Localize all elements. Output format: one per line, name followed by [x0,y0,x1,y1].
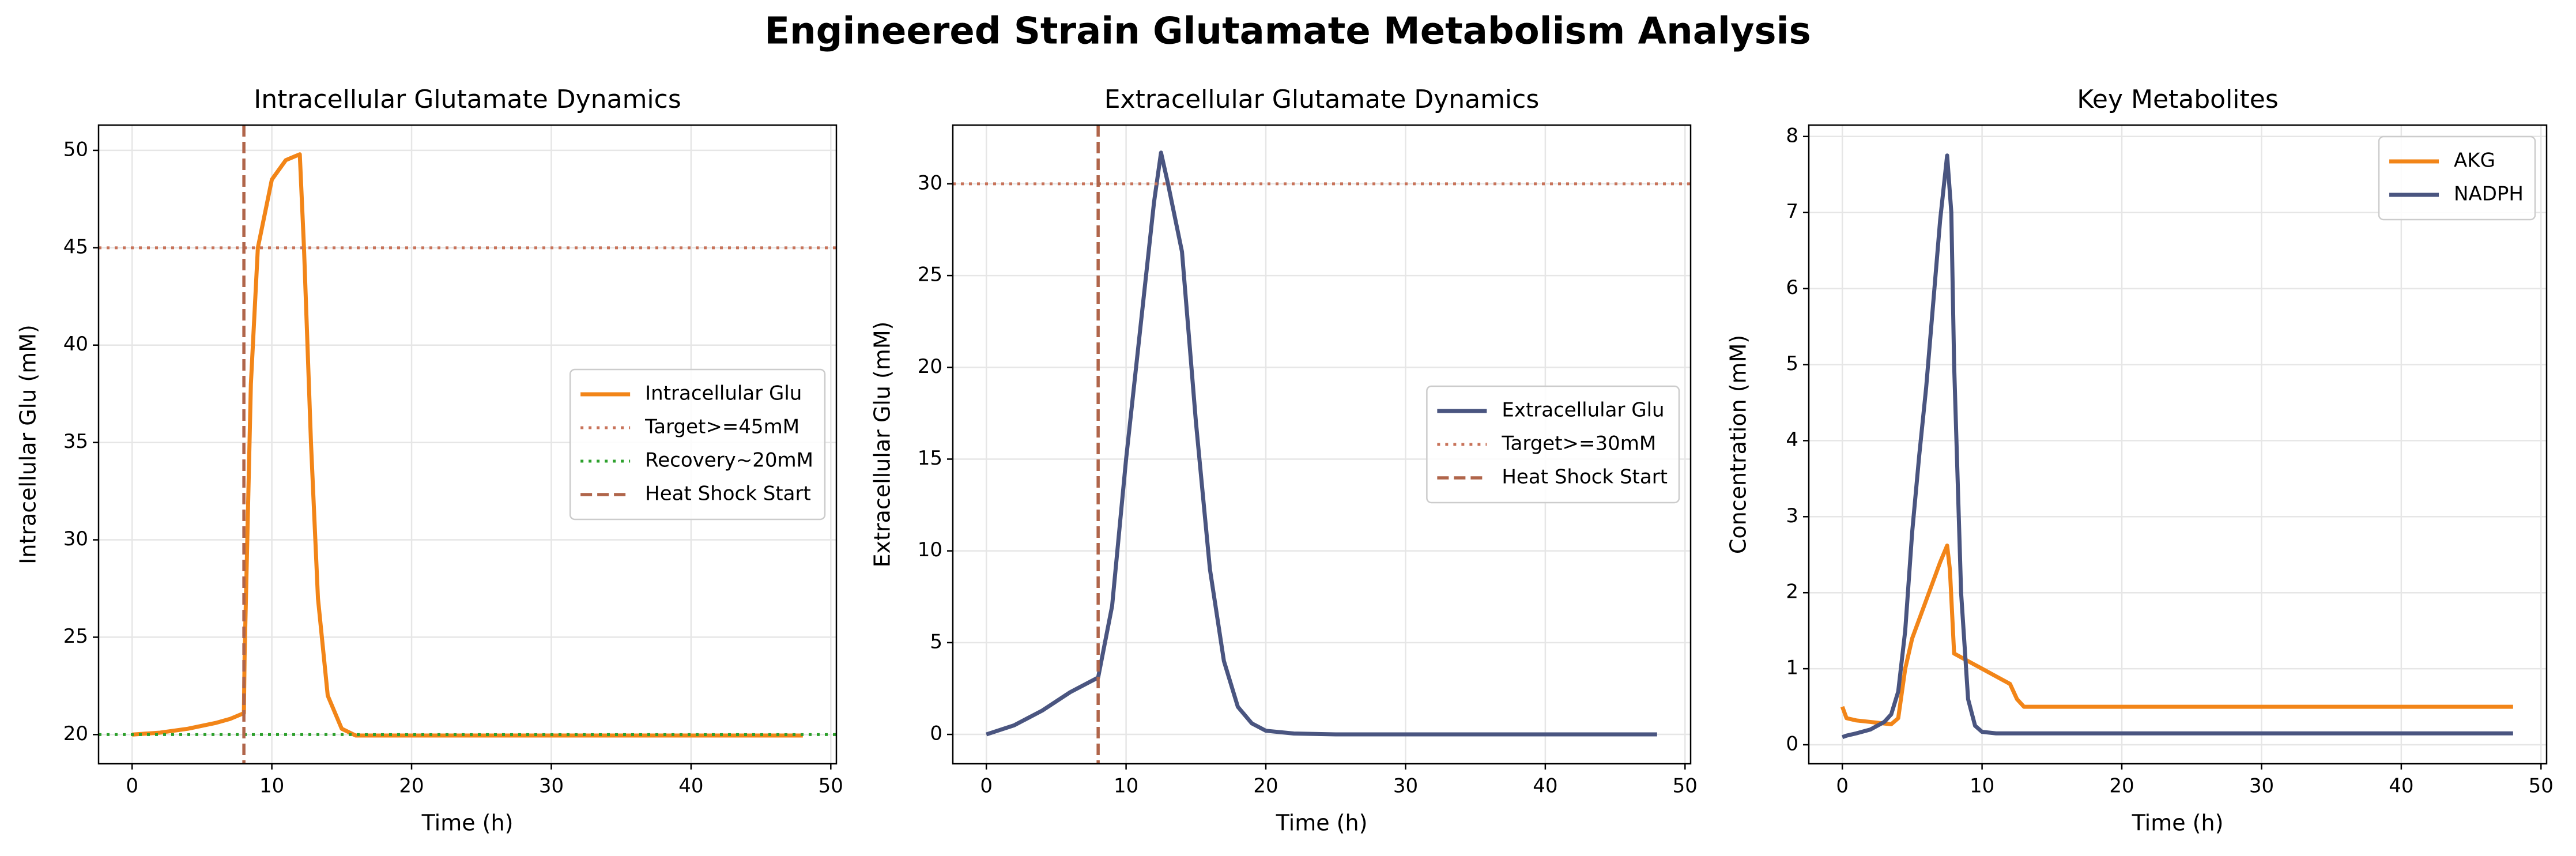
y-tick-label: 20 [918,355,942,378]
legend-label: Recovery~20mM [645,449,813,472]
y-axis-label: Intracellular Glu (mM) [16,325,41,564]
x-tick-label: 40 [2389,775,2413,798]
y-tick-label: 25 [918,263,942,286]
legend: AKG NADPH [2378,135,2536,221]
subplot-title: Key Metabolites [2077,85,2279,114]
y-tick-label: 8 [1786,124,1798,147]
data-line [1840,543,2513,726]
data-line [986,150,1657,737]
axes-frame [1808,124,2548,765]
legend-box [569,368,826,521]
x-tick-label: 30 [1393,775,1418,798]
legend-label: AKG [2454,149,2495,172]
y-axis-label: Extracellular Glu (mM) [870,322,895,568]
y-tick-label: 0 [930,722,942,745]
y-tick-label: 45 [63,235,88,258]
x-tick-label: 40 [1533,775,1557,798]
legend: Extracellular Glu Target>=30mM Heat Shock … [1426,385,1680,504]
x-tick-label: 0 [126,775,138,798]
y-tick-label: 25 [63,625,88,648]
x-tick-label: 10 [1114,775,1138,798]
subplot-title: Extracellular Glutamate Dynamics [1104,85,1540,114]
axes-frame [97,124,838,765]
x-tick-label: 20 [1253,775,1278,798]
x-tick-label: 10 [259,775,284,798]
legend-label: Target>=30mM [1501,432,1656,455]
x-tick-label: 30 [2249,775,2274,798]
y-tick-label: 0 [1786,733,1798,756]
x-axis-label: Time (h) [421,810,514,836]
subplot: Key Metabolites Time (h) Concentration (mM… [1726,85,2554,836]
y-tick-label: 40 [63,333,88,356]
x-tick-label: 40 [678,775,703,798]
legend-box [2378,135,2536,221]
y-tick-label: 20 [63,722,88,745]
legend-box [1426,385,1680,504]
x-tick-label: 50 [819,775,843,798]
x-axis-label: Time (h) [2132,810,2224,836]
y-tick-label: 10 [918,538,942,561]
axes-frame [952,124,1692,765]
y-tick-label: 15 [918,447,942,470]
legend-label: NADPH [2454,183,2524,206]
legend-label: Intracellular Glu [645,382,802,405]
x-tick-label: 0 [980,775,993,798]
subplot: Extracellular Glutamate Dynamics Time (h)… [870,85,1698,836]
x-tick-label: 50 [1673,775,1698,798]
legend: Intracellular Glu Target>=45mM Recovery~20… [569,368,826,521]
subplot: Intracellular Glutamate Dynamics Time (h)… [16,85,843,836]
figure-title: Engineered Strain Glutamate Metabolism A… [764,10,1811,53]
x-tick-label: 30 [539,775,564,798]
x-tick-label: 20 [399,775,424,798]
subplot-title: Intracellular Glutamate Dynamics [254,85,681,114]
y-tick-label: 2 [1786,580,1798,604]
y-tick-label: 50 [63,138,88,161]
x-tick-label: 20 [2109,775,2134,798]
y-tick-label: 1 [1786,657,1798,680]
y-tick-label: 4 [1786,428,1798,451]
y-tick-label: 35 [63,430,88,453]
legend-label: Target>=45mM [644,416,799,439]
x-tick-label: 10 [1970,775,1994,798]
legend-label: Heat Shock Start [645,482,811,506]
y-tick-label: 5 [1786,352,1798,375]
x-tick-label: 50 [2529,775,2554,798]
x-tick-label: 0 [1836,775,1849,798]
legend-label: Heat Shock Start [1502,466,1668,489]
data-line [1841,153,2513,740]
y-tick-label: 5 [930,630,942,653]
y-tick-label: 6 [1786,276,1798,299]
y-tick-label: 30 [918,171,942,194]
x-axis-label: Time (h) [1276,810,1368,836]
y-tick-label: 30 [63,527,88,550]
y-tick-label: 7 [1786,200,1798,223]
y-tick-label: 3 [1786,504,1798,527]
legend-label: Extracellular Glu [1502,399,1664,422]
y-axis-label: Concentration (mM) [1726,335,1751,554]
